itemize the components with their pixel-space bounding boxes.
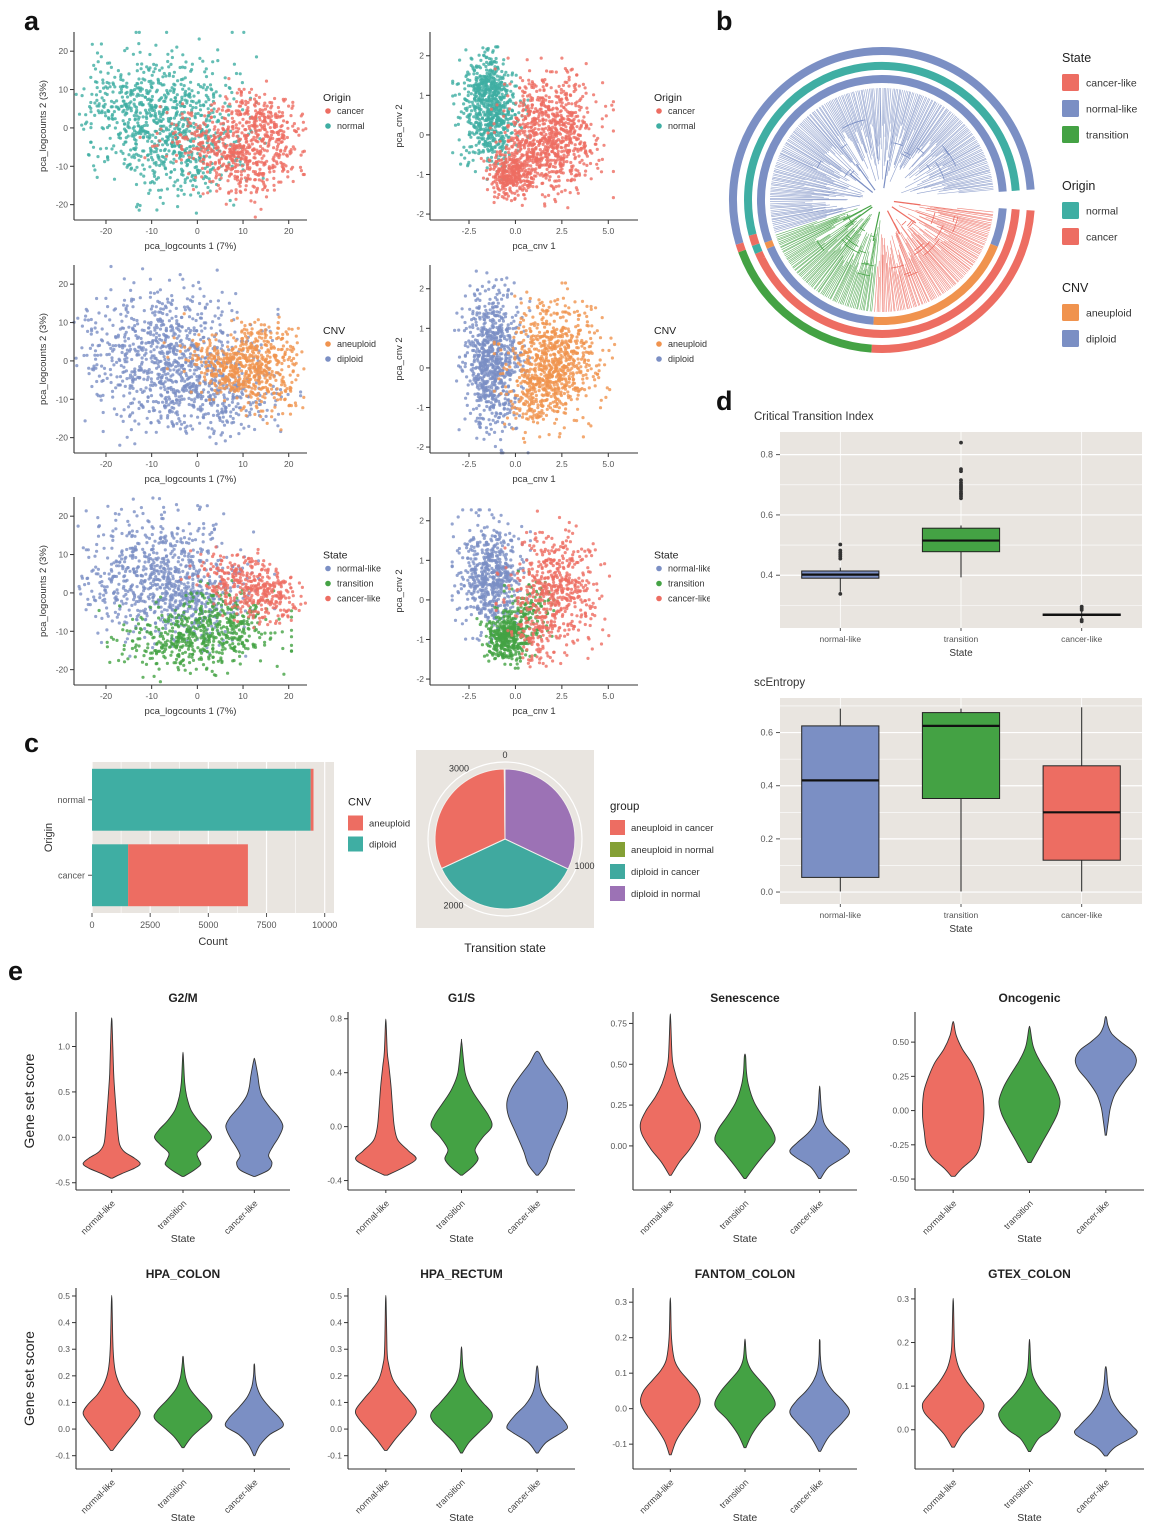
svg-text:-1: -1	[416, 169, 424, 179]
svg-text:Origin: Origin	[654, 92, 682, 104]
svg-text:-10: -10	[56, 161, 69, 171]
scatter-pca-logcounts-state: -20 -10 0 10 20 -20 -10 0 10 20 pca_logcounts 1 (7…	[28, 487, 385, 725]
svg-text:pca_logcounts 1 (7%): pca_logcounts 1 (7%)	[145, 241, 237, 252]
violin-fantom-colon: -0.1 0.0 0.1 0.2 0.3 normal-like transition can…	[585, 1258, 865, 1533]
panel-c-label: c	[24, 728, 40, 758]
svg-text:-2: -2	[416, 209, 424, 219]
transition-state-pie-chart: 0 1000 2000 3000 Transition state group aneupl…	[414, 746, 730, 964]
panel-a-label: a	[24, 6, 40, 36]
svg-text:0: 0	[419, 130, 424, 140]
svg-text:1: 1	[419, 90, 424, 100]
svg-text:-2.5: -2.5	[462, 226, 477, 236]
scatter-pca-logcounts-origin: -20 -10 0 10 20 -20 -10 0 10 20 pca_logcounts 1 (7…	[28, 22, 385, 260]
scatter-pca-cnv-cnv: -2.5 0.0 2.5 5.0 -2 -1 0 1 2 pca_cnv 1 pca_cnv 2 CN…	[388, 255, 710, 493]
scentropy-boxplot: scEntropy 0.0 0.2 0.4 0.6 normal-like transiti…	[736, 668, 1150, 944]
svg-text:pca_logcounts 2 (3%): pca_logcounts 2 (3%)	[38, 80, 49, 172]
critical-transition-index-boxplot: Critical Transition Index 0.4 0.6 0.8 normal…	[736, 402, 1150, 668]
violin-g1s: -0.4 0.0 0.4 0.8 normal-like transition cancer…	[300, 982, 583, 1254]
violin-g2m: -0.5 0.0 0.5 1.0 normal-like transition cancer…	[18, 982, 298, 1254]
svg-text:normal: normal	[337, 121, 365, 131]
svg-text:pca_cnv 1: pca_cnv 1	[512, 241, 555, 252]
panel-e-label: e	[8, 956, 24, 986]
panel-b-label: b	[716, 6, 733, 36]
scatter-pca-cnv-origin: -2.5 0.0 2.5 5.0 -2 -1 0 1 2 pca_cnv 1 pca_cnv 2 Or…	[388, 22, 710, 260]
svg-text:0.0: 0.0	[510, 226, 522, 236]
svg-text:0: 0	[195, 226, 200, 236]
stacked-bar-chart: normal cancer 0 2500 5000 7500 10000 Count Origi…	[36, 750, 420, 957]
violin-senescence: 0.00 0.25 0.50 0.75 normal-like transition can…	[585, 982, 865, 1254]
scatter-pca-logcounts-cnv: -20 -10 0 10 20 -20 -10 0 10 20 pca_logcounts 1 (7…	[28, 255, 385, 493]
svg-text:5.0: 5.0	[602, 226, 614, 236]
violin-hpa-rectum: -0.1 0.0 0.1 0.2 0.3 0.4 0.5 normal-like transit…	[300, 1258, 583, 1533]
svg-text:10: 10	[238, 226, 248, 236]
scatter-pca-cnv-state: -2.5 0.0 2.5 5.0 -2 -1 0 1 2 pca_cnv 1 pca_cnv 2 St…	[388, 487, 712, 725]
svg-text:-10: -10	[146, 226, 159, 236]
svg-text:2: 2	[419, 51, 424, 61]
svg-text:cancer: cancer	[668, 106, 695, 116]
violin-oncogenic: -0.50 -0.25 0.00 0.25 0.50 normal-like transit…	[867, 982, 1152, 1254]
svg-text:2.5: 2.5	[556, 226, 568, 236]
svg-text:normal: normal	[668, 121, 696, 131]
svg-text:10: 10	[59, 85, 69, 95]
circular-dendrogram: State cancer-like normal-like transition Ori…	[714, 12, 1156, 384]
svg-text:20: 20	[284, 226, 294, 236]
svg-text:20: 20	[59, 46, 69, 56]
panel-d-label: d	[716, 386, 733, 416]
violin-gtex-colon: 0.0 0.1 0.2 0.3 normal-like transition cancer-…	[867, 1258, 1152, 1533]
svg-text:cancer: cancer	[337, 106, 364, 116]
svg-text:Origin: Origin	[323, 92, 351, 104]
svg-text:-20: -20	[100, 226, 113, 236]
violin-hpa-colon: -0.1 0.0 0.1 0.2 0.3 0.4 0.5 normal-like transit…	[18, 1258, 298, 1533]
svg-text:pca_cnv 2: pca_cnv 2	[394, 104, 405, 147]
svg-text:0: 0	[63, 123, 68, 133]
svg-text:-20: -20	[56, 200, 69, 210]
